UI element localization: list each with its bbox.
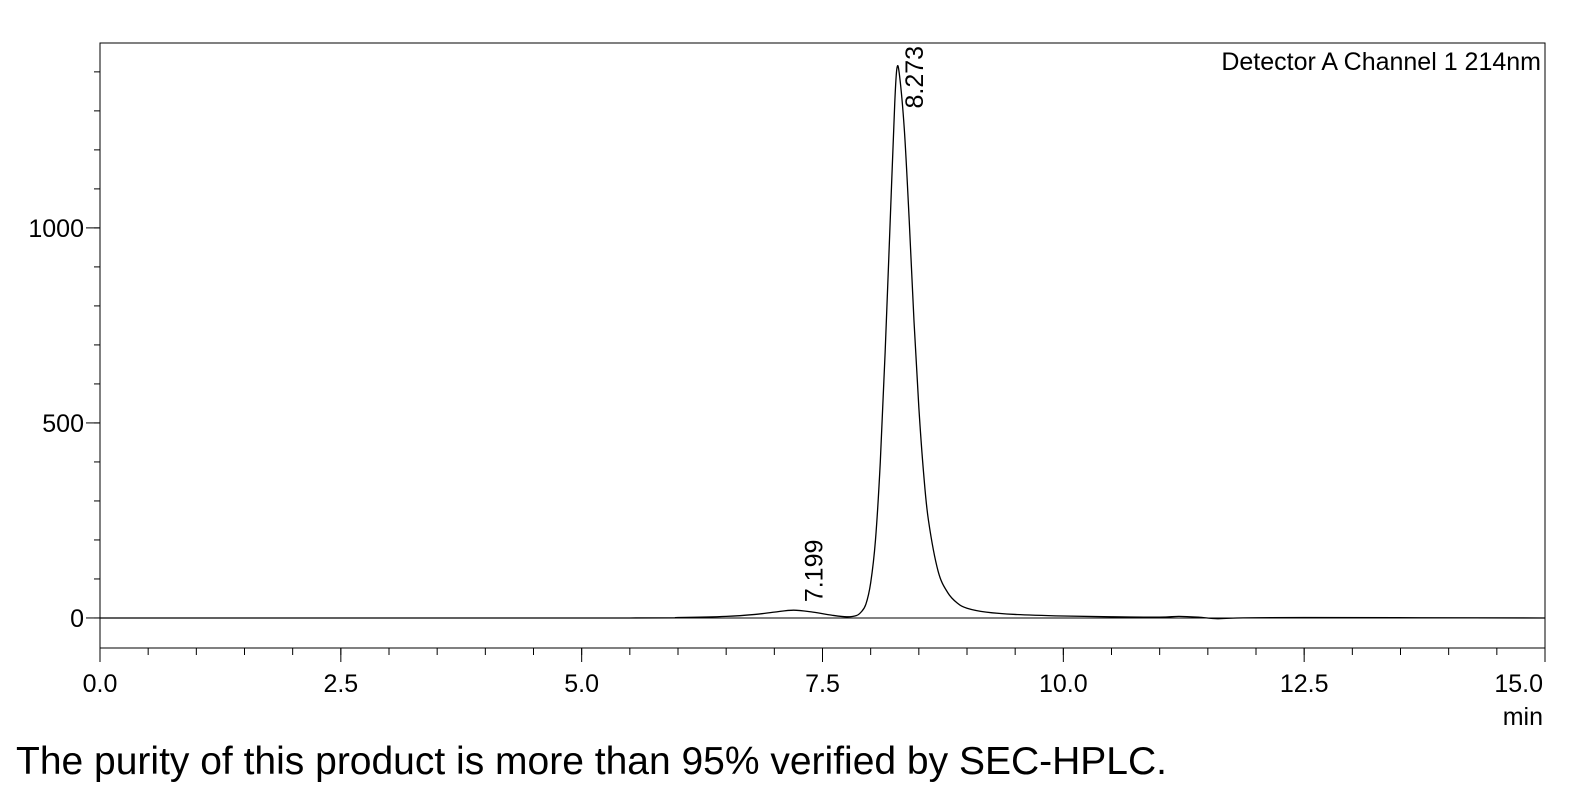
purity-caption: The purity of this product is more than …	[16, 740, 1167, 783]
y-tick-label: 0	[70, 605, 84, 633]
chart-title: Detector A Channel 1 214nm	[1221, 48, 1541, 76]
x-tick-label: 0.0	[83, 670, 118, 698]
peak-label: 8.273	[901, 46, 929, 109]
y-tick-label: 1000	[28, 215, 84, 243]
x-tick-label: 5.0	[564, 670, 599, 698]
peak-label: 7.199	[801, 540, 829, 603]
chromatogram-trace	[99, 65, 1546, 620]
x-tick-label: 7.5	[805, 670, 840, 698]
x-tick-label: 12.5	[1280, 670, 1329, 698]
y-tick-label: 500	[42, 410, 84, 438]
x-tick-label: 2.5	[323, 670, 358, 698]
x-tick-label: 15.0	[1494, 670, 1543, 698]
x-axis-label: min	[1503, 703, 1543, 731]
x-tick-label: 10.0	[1039, 670, 1088, 698]
